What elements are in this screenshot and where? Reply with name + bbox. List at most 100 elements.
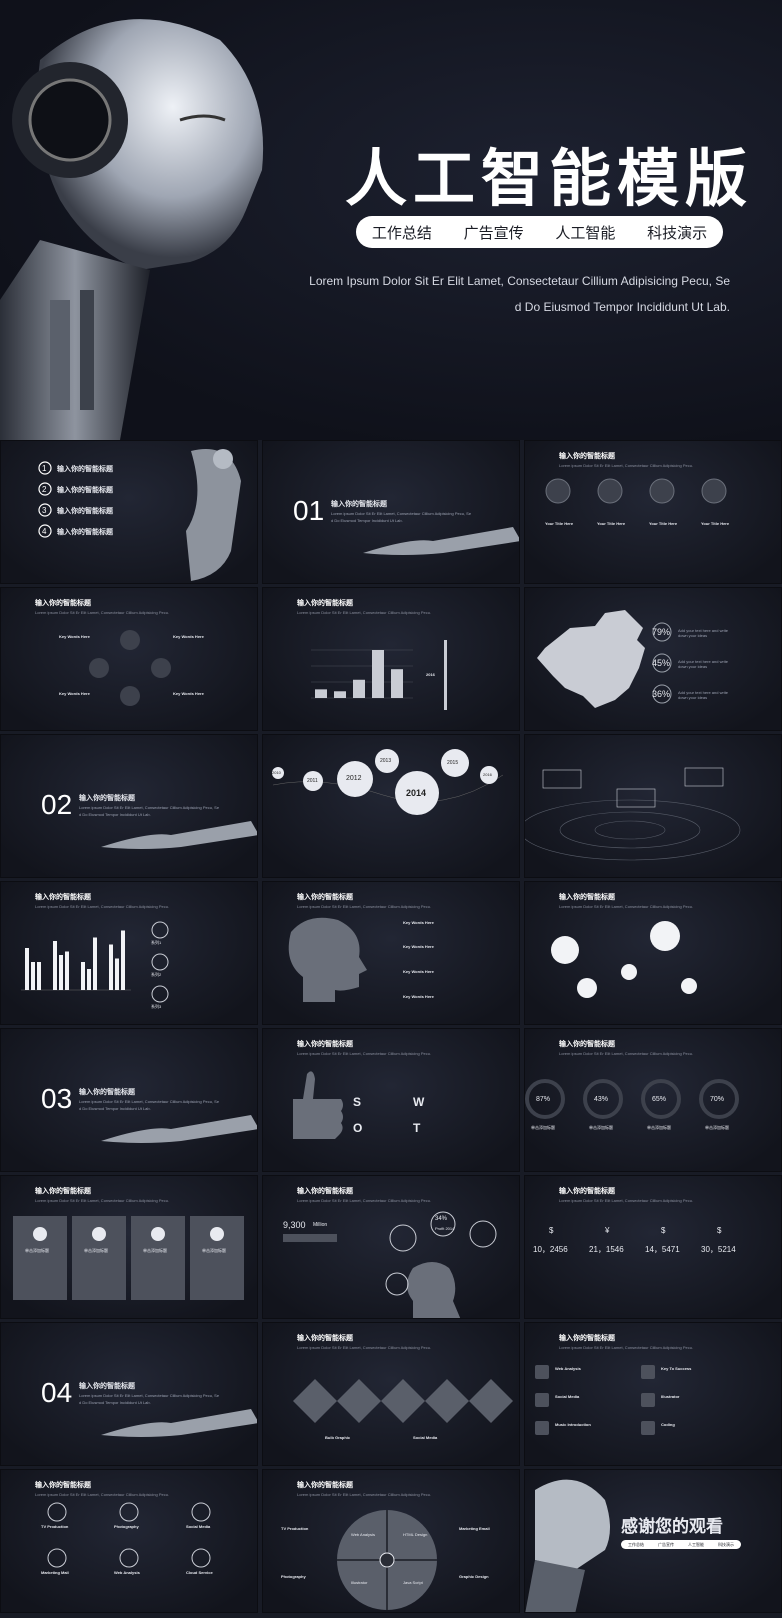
thanks-tag: 科技演示 xyxy=(718,1541,734,1547)
toc-number: 4 xyxy=(42,527,47,536)
toc-label: 输入你的智能标题 xyxy=(57,466,113,473)
slide-subtitle: Lorem ipsum Dolor Sit Er Elit Lamet, Con… xyxy=(35,610,170,615)
robot-head-image xyxy=(525,1479,610,1612)
keyword-heading: Key Words Here xyxy=(403,944,434,949)
service-icons xyxy=(47,1502,211,1568)
slide-subtitle: Lorem ipsum Dolor Sit Er Elit Lamet, Con… xyxy=(559,1198,694,1203)
wheel-label: HTML Design xyxy=(403,1532,428,1537)
slide-title: 输入你的智能标题 xyxy=(35,600,91,607)
slide-pies[interactable]: 输入你的智能标题 Lorem ipsum Dolor Sit Er Elit L… xyxy=(524,881,782,1025)
service-title: Social Media xyxy=(186,1524,211,1529)
slide-section-03[interactable]: 03 输入你的智能标题 Lorem ipsum Dolor Sit Er Eli… xyxy=(0,1028,258,1172)
ring-caption: 单击添加标题 xyxy=(705,1125,729,1130)
ring-caption: 单击添加标题 xyxy=(589,1125,613,1130)
slide-thumbnail-grid: 1 2 3 4 输入你的智能标题 输入你的智能标题 输入你的智能标题 输入你的智… xyxy=(0,440,782,1618)
slide-section-01[interactable]: 01 输入你的智能标题 Lorem ipsum Dolor Sit Er Eli… xyxy=(262,440,520,584)
section-sub: Lorem ipsum Dolor Sit Er Elit Lamet, Con… xyxy=(79,1393,220,1398)
bar xyxy=(121,930,125,990)
keyword-heading: Key Words Here xyxy=(403,920,434,925)
slide-services[interactable]: 输入你的智能标题 Lorem ipsum Dolor Sit Er Elit L… xyxy=(0,1469,258,1613)
feature-title: Social Media xyxy=(555,1394,580,1399)
slide-cards[interactable]: 输入你的智能标题 Lorem ipsum Dolor Sit Er Elit L… xyxy=(0,1175,258,1319)
map-pct: 45% xyxy=(652,658,671,668)
slide-subtitle: Lorem ipsum Dolor Sit Er Elit Lamet, Con… xyxy=(559,463,694,468)
money-symbol-icon: ¥ xyxy=(605,1226,610,1235)
slide-grouped-bars[interactable]: 输入你的智能标题 Lorem ipsum Dolor Sit Er Elit L… xyxy=(0,881,258,1025)
ring-caption: 单击添加标题 xyxy=(647,1125,671,1130)
title-slide[interactable]: 人工智能模版 工作总结 广告宣传 人工智能 科技演示 Lorem Ipsum D… xyxy=(0,0,782,440)
robot-head-image xyxy=(0,19,264,440)
slide-head-keywords[interactable]: 输入你的智能标题 Lorem ipsum Dolor Sit Er Elit L… xyxy=(262,881,520,1025)
slide-title: 输入你的智能标题 xyxy=(35,1482,91,1489)
slide-subtitle: Lorem ipsum Dolor Sit Er Elit Lamet, Con… xyxy=(559,904,694,909)
robot-hand-image xyxy=(101,1115,257,1143)
hero-subtitle-line: d Do Eiusmod Tempor Incididunt Ut Lab. xyxy=(514,300,730,314)
toc-list xyxy=(38,449,241,581)
bar xyxy=(53,941,57,990)
slide-subtitle: Lorem ipsum Dolor Sit Er Elit Lamet, Con… xyxy=(297,1051,432,1056)
slide-swot[interactable]: 输入你的智能标题 Lorem ipsum Dolor Sit Er Elit L… xyxy=(262,1028,520,1172)
section-title: 输入你的智能标题 xyxy=(79,1089,135,1096)
china-map xyxy=(537,610,672,708)
thanks-title: 感谢您的观看 xyxy=(621,1517,723,1536)
slide-title: 输入你的智能标题 xyxy=(559,1335,615,1342)
slide-section-02[interactable]: 02 输入你的智能标题 Lorem ipsum Dolor Sit Er Eli… xyxy=(0,734,258,878)
pie-icons xyxy=(551,921,697,998)
robot-hand-image xyxy=(101,1409,257,1437)
ring-value: 65% xyxy=(652,1096,667,1103)
slide-title: 输入你的智能标题 xyxy=(297,1335,353,1342)
slide-title: 输入你的智能标题 xyxy=(297,1188,353,1195)
section-title: 输入你的智能标题 xyxy=(79,1383,135,1390)
slide-orbit[interactable] xyxy=(524,734,782,878)
slide-money[interactable]: 输入你的智能标题 Lorem ipsum Dolor Sit Er Elit L… xyxy=(524,1175,782,1319)
map-note: Add your text here and write down your i… xyxy=(678,659,729,669)
slide-map[interactable]: 79% 45% 36% Add your text here and write… xyxy=(524,587,782,731)
card-row xyxy=(13,1216,244,1300)
slide-rings[interactable]: 输入你的智能标题 Lorem ipsum Dolor Sit Er Elit L… xyxy=(524,1028,782,1172)
slide-stats-head[interactable]: 输入你的智能标题 Lorem ipsum Dolor Sit Er Elit L… xyxy=(262,1175,520,1319)
hero-tag-pill: 工作总结 广告宣传 人工智能 科技演示 xyxy=(356,216,723,248)
keyword-heading: Key Words Here xyxy=(59,634,90,639)
slide-bar-chart[interactable]: 输入你的智能标题 Lorem ipsum Dolor Sit Er Elit L… xyxy=(262,587,520,731)
card-caption: 单击添加标题 xyxy=(143,1248,167,1253)
money-symbol-icon: $ xyxy=(549,1226,554,1235)
wheel-label: Web Analysis xyxy=(351,1532,375,1537)
timeline-year: 2015 xyxy=(447,760,459,766)
bar xyxy=(334,691,346,698)
service-title: TV Production xyxy=(41,1524,69,1529)
wheel-side-label: Marketing Email xyxy=(459,1526,490,1531)
slide-thanks[interactable]: 感谢您的观看 工作总结 广告宣传 人工智能 科技演示 xyxy=(524,1469,782,1613)
map-note: Add your text here and write down your i… xyxy=(678,690,729,700)
map-pct: 36% xyxy=(652,689,671,699)
head-silhouette xyxy=(288,917,367,1002)
slide-title: 输入你的智能标题 xyxy=(559,1041,615,1048)
slide-timeline[interactable]: 2010 2011 2012 2013 2014 2015 2016 xyxy=(262,734,520,878)
series-label: 系列3 xyxy=(151,1004,162,1009)
money-value: 30，5214 xyxy=(701,1245,736,1254)
slide-subtitle: Lorem ipsum Dolor Sit Er Elit Lamet, Con… xyxy=(35,1198,170,1203)
head-gears-diagram xyxy=(283,1211,497,1318)
slide-toc[interactable]: 1 2 3 4 输入你的智能标题 输入你的智能标题 输入你的智能标题 输入你的智… xyxy=(0,440,258,584)
section-sub: d Do Eiusmod Tempor Incididunt Ut Lab. xyxy=(331,518,403,523)
money-value: 21，1546 xyxy=(589,1245,624,1254)
feature-icons xyxy=(535,1365,655,1435)
slide-features[interactable]: 输入你的智能标题 Lorem ipsum Dolor Sit Er Elit L… xyxy=(524,1322,782,1466)
money-value: 10，2456 xyxy=(533,1245,568,1254)
slide-keywords[interactable]: 输入你的智能标题 Lorem ipsum Dolor Sit Er Elit L… xyxy=(0,587,258,731)
hero-tag: 工作总结 xyxy=(371,224,432,242)
slide-diamonds[interactable]: 输入你的智能标题 Lorem ipsum Dolor Sit Er Elit L… xyxy=(262,1322,520,1466)
card-caption: 单击添加标题 xyxy=(202,1248,226,1253)
bar xyxy=(109,944,113,990)
keyword-heading: Key Words Here xyxy=(59,691,90,696)
diamond-label: Social Media xyxy=(413,1435,438,1440)
section-title: 输入你的智能标题 xyxy=(331,501,387,508)
wheel-side-label: Photography xyxy=(281,1574,306,1579)
slide-subtitle: Lorem ipsum Dolor Sit Er Elit Lamet, Con… xyxy=(297,904,432,909)
feature-title: Web Analysis xyxy=(555,1366,581,1371)
slide-icons[interactable]: 输入你的智能标题 Lorem ipsum Dolor Sit Er Elit L… xyxy=(524,440,782,584)
slide-wheel[interactable]: 输入你的智能标题 Lorem ipsum Dolor Sit Er Elit L… xyxy=(262,1469,520,1613)
timeline-year: 2014 xyxy=(406,788,427,798)
slide-section-04[interactable]: 04 输入你的智能标题 Lorem ipsum Dolor Sit Er Eli… xyxy=(0,1322,258,1466)
robot-hand-image xyxy=(101,821,257,849)
stat-pct-label: Profit 2014 xyxy=(435,1226,455,1231)
